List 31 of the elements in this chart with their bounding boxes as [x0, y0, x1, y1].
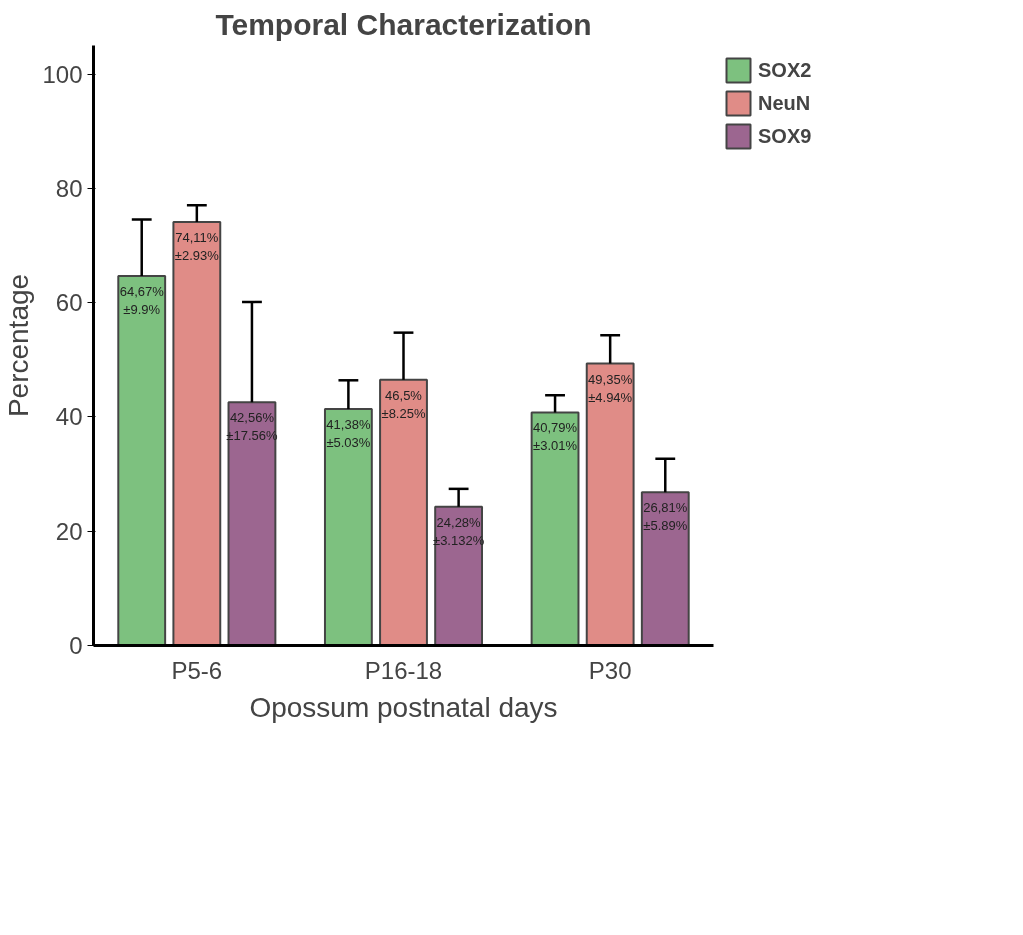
- x-axis-title: Opossum postnatal days: [249, 691, 558, 723]
- data-label: 74,11% ±2.93%: [174, 230, 220, 264]
- chart-title: Temporal Characterization: [215, 7, 592, 41]
- y-tick-label: 40: [55, 403, 83, 431]
- bar: [227, 401, 277, 646]
- bar: [172, 221, 222, 646]
- data-label: 26,81% ±5.89%: [643, 500, 688, 534]
- y-axis-title: Percentage: [3, 273, 35, 418]
- data-label: 46,5% ±8.25%: [381, 387, 426, 421]
- x-tick-label: P5-6: [171, 656, 223, 684]
- y-tick-label: 100: [42, 60, 83, 88]
- legend-label: SOX2: [758, 58, 812, 82]
- y-tick-label: 60: [55, 289, 83, 317]
- bar: [117, 274, 167, 646]
- data-label: 49,35% ±4.94%: [588, 371, 633, 405]
- data-label: 64,67% ±9.9%: [119, 283, 165, 317]
- x-tick-label: P16-18: [364, 656, 443, 684]
- bar: [434, 505, 484, 646]
- bar: [530, 411, 580, 646]
- x-tick-label: P30: [588, 656, 632, 684]
- bar: [585, 362, 635, 646]
- legend-label: SOX9: [758, 124, 812, 148]
- legend-label: NeuN: [758, 91, 811, 115]
- data-label: 41,38% ±5.03%: [326, 417, 371, 451]
- y-tick-label: 0: [69, 632, 83, 659]
- data-label: 40,79% ±3.01%: [533, 420, 578, 454]
- bar: [323, 408, 373, 646]
- y-tick-label: 80: [55, 174, 83, 202]
- bar: [640, 491, 690, 646]
- y-tick-label: 20: [55, 517, 83, 545]
- bar: [379, 378, 428, 646]
